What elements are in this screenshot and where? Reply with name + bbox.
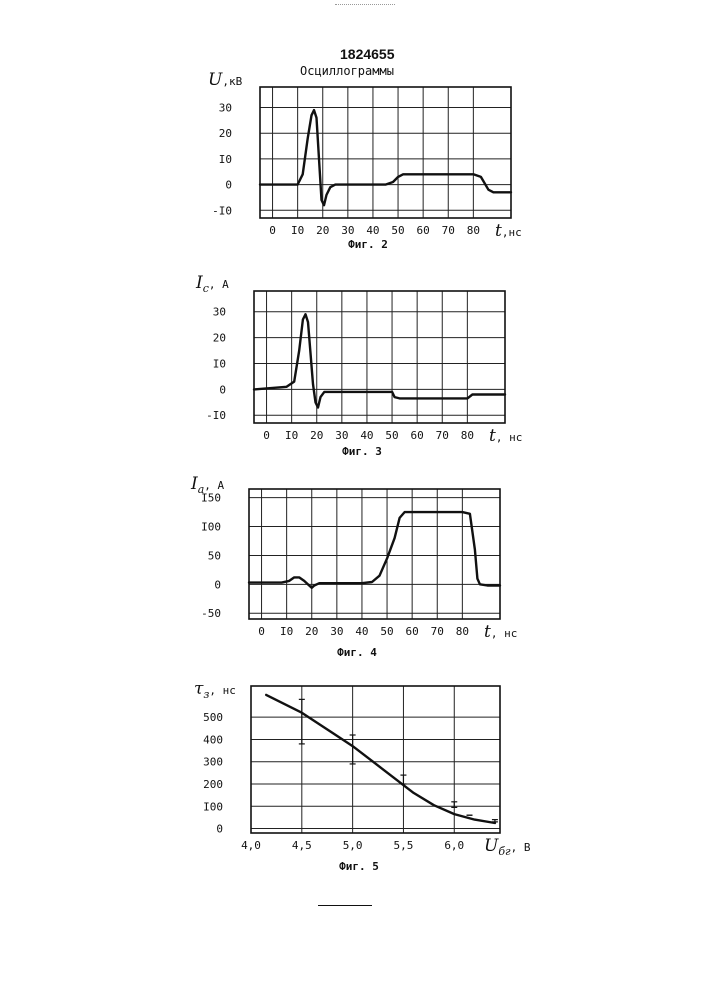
fig5-xlabel-symbol: U [484, 836, 499, 856]
fig4-xtick-label: I0 [280, 625, 293, 638]
fig3-ylabel-unit: , А [209, 278, 229, 291]
fig2-xtick-label: 50 [391, 224, 404, 237]
fig2-ytick-label: 20 [219, 127, 232, 140]
fig3-xlabel-unit: , нс [496, 431, 523, 444]
fig2-xtick-label: I0 [291, 224, 304, 237]
bottom-divider [318, 905, 372, 906]
fig3-xlabel: t, нс [489, 426, 522, 446]
fig4-ytick-label: 0 [214, 578, 221, 591]
fig4-ytick-label: 50 [208, 549, 221, 562]
fig2-ylabel-unit: ,кВ [222, 75, 242, 88]
fig2-ytick-label: I0 [219, 153, 232, 166]
fig3-caption: Фиг. 3 [342, 445, 382, 458]
fig3-chart: 30 20 I0 0 -I0 0 I0 20 30 40 50 60 70 80 Ic, А t, нс Фиг… [195, 273, 522, 458]
fig3-xtick-label: 0 [263, 429, 270, 442]
fig5-frame [251, 686, 500, 833]
fig5-ytick-label: 300 [203, 756, 223, 769]
fig3-xtick-label: 40 [360, 429, 373, 442]
fig3-xtick-label: 50 [385, 429, 398, 442]
fig5-chart: 500 400 300 200 I00 0 4,0 4,5 5,0 5,5 6,0 τз, нс Uбг… [194, 679, 531, 873]
fig2-xtick-label: 40 [366, 224, 379, 237]
fig4-xlabel-unit: , нс [491, 627, 518, 640]
fig5-xlabel-subscript: бг [498, 845, 511, 858]
fig5-xtick-label: 4,0 [241, 839, 261, 852]
fig4-xtick-label: 80 [456, 625, 469, 638]
fig4-xtick-label: 0 [258, 625, 265, 638]
fig3-ytick-label: 20 [213, 332, 226, 345]
fig5-ytick-label: 400 [203, 733, 223, 746]
fig2-ytick-label: 30 [219, 102, 232, 115]
fig5-xtick-label: 5,5 [394, 839, 414, 852]
fig4-ytick-label: I00 [201, 521, 221, 534]
fig3-xtick-label: 70 [436, 429, 449, 442]
fig2-ytick-label: -I0 [212, 204, 232, 217]
fig2-xtick-label: 80 [467, 224, 480, 237]
fig5-series-0 [266, 695, 495, 823]
fig4-xtick-label: 50 [380, 625, 393, 638]
fig2-xtick-label: 20 [316, 224, 329, 237]
fig3-ytick-label: I0 [213, 357, 226, 370]
fig4-xtick-label: 70 [431, 625, 444, 638]
fig2-xlabel-unit: ,нс [502, 226, 522, 239]
fig5-ytick-label: 500 [203, 711, 223, 724]
fig5-ylabel: τз, нс [194, 679, 236, 701]
fig3-xtick-label: 30 [335, 429, 348, 442]
fig2-xlabel: t,нс [495, 221, 522, 241]
fig3-xtick-label: 20 [310, 429, 323, 442]
fig5-xtick-label: 5,0 [343, 839, 363, 852]
fig5-error-bar-0 [299, 699, 305, 744]
fig5-xlabel-unit: , В [511, 841, 531, 854]
fig3-ytick-label: 0 [219, 383, 226, 396]
fig5-caption: Фиг. 5 [339, 860, 379, 873]
fig5-ytick-label: 200 [203, 778, 223, 791]
fig2-xtick-label: 70 [442, 224, 455, 237]
fig3-ylabel: Ic, А [195, 273, 229, 295]
fig5-ytick-label: I00 [203, 800, 223, 813]
fig4-xtick-label: 30 [330, 625, 343, 638]
fig2-caption: Фиг. 2 [348, 238, 388, 251]
fig2-xtick-label: 30 [341, 224, 354, 237]
fig2-ytick-label: 0 [225, 179, 232, 192]
fig4-chart: I50I00500-500I020304050607080Ia, Аt, нсФ… [190, 474, 517, 659]
fig4-xtick-label: 20 [305, 625, 318, 638]
fig2-xtick-label: 60 [417, 224, 430, 237]
fig5-error-bar-5 [492, 820, 498, 822]
fig4-xtick-label: 40 [355, 625, 368, 638]
fig4-xlabel: t, нс [484, 622, 517, 642]
fig5-xtick-label: 4,5 [292, 839, 312, 852]
fig4-caption: Фиг. 4 [337, 646, 377, 659]
fig2-xtick-label: 0 [269, 224, 276, 237]
fig4-ylabel-unit: , А [204, 479, 224, 492]
fig5-xtick-label: 6,0 [444, 839, 464, 852]
fig3-xtick-label: 60 [411, 429, 424, 442]
fig2-chart: 30 20 I0 0 -I0 0 I0 20 30 40 50 60 70 80 U,кВ t,нс Фиг. … [208, 70, 522, 251]
fig2-ylabel-symbol: U [208, 70, 223, 90]
fig3-xtick-label: 80 [461, 429, 474, 442]
fig5-xlabel: Uбг, В [484, 836, 531, 858]
fig5-ytick-label: 0 [216, 823, 223, 836]
fig3-ytick-label: 30 [213, 306, 226, 319]
fig3-ytick-label: -I0 [206, 409, 226, 422]
fig2-ylabel: U,кВ [208, 70, 243, 90]
fig4-xtick-label: 60 [406, 625, 419, 638]
fig3-xtick-label: I0 [285, 429, 298, 442]
fig5-ylabel-unit: , нс [209, 684, 236, 697]
fig4-ytick-label: -50 [201, 607, 221, 620]
